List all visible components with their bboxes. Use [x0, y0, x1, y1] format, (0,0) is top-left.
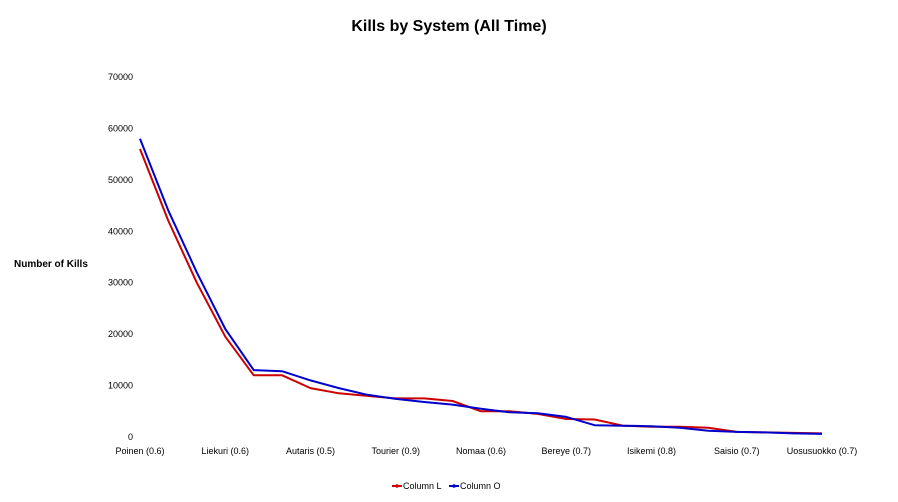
y-tick-label: 0 [128, 432, 133, 442]
x-tick-labels: Poinen (0.6) Liekuri (0.6) Autaris (0.5) To… [115, 446, 857, 456]
x-tick-label: Poinen (0.6) [115, 446, 164, 456]
y-tick-label: 60000 [108, 123, 133, 133]
legend-marker-2 [452, 484, 456, 488]
y-tick-label: 20000 [108, 329, 133, 339]
legend-marker-1 [395, 484, 399, 488]
series-line-2 [139, 138, 823, 435]
legend-label-1: Column L [403, 481, 442, 491]
legend-label-2: Column O [460, 481, 501, 491]
y-tick-label: 70000 [108, 72, 133, 82]
series-lines [139, 138, 823, 435]
series-line-1 [139, 148, 823, 435]
y-axis-label: Number of Kills [14, 259, 88, 270]
y-tick-label: 40000 [108, 226, 133, 236]
x-tick-label: Liekuri (0.6) [201, 446, 249, 456]
x-tick-label: Nomaa (0.6) [456, 446, 506, 456]
chart-title: Kills by System (All Time) [351, 18, 547, 35]
x-tick-label: Uosusuokko (0.7) [787, 446, 858, 456]
y-tick-label: 50000 [108, 175, 133, 185]
y-tick-label: 30000 [108, 278, 133, 288]
x-tick-label: Autaris (0.5) [286, 446, 335, 456]
legend: Column L Column O [392, 481, 501, 491]
x-tick-label: Saisio (0.7) [714, 446, 760, 456]
x-tick-label: Bereye (0.7) [541, 446, 591, 456]
x-tick-label: Isikemi (0.8) [627, 446, 676, 456]
y-tick-label: 10000 [108, 381, 133, 391]
x-tick-label: Tourier (0.9) [371, 446, 420, 456]
y-tick-labels: 0 10000 20000 30000 40000 50000 60000 70000 [108, 72, 133, 442]
